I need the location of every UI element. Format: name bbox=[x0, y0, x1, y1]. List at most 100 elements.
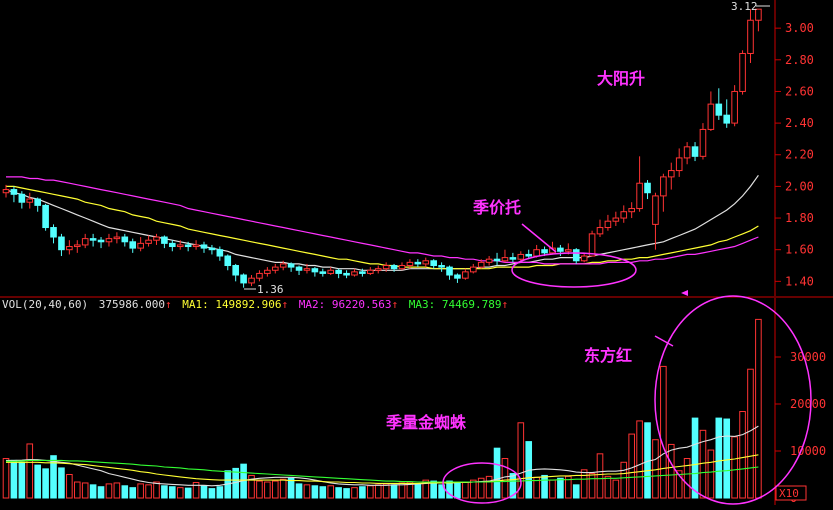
volume-bar bbox=[58, 467, 65, 499]
candle-body bbox=[73, 244, 81, 248]
volume-bar bbox=[97, 486, 105, 499]
candle bbox=[97, 237, 105, 249]
volume-bar bbox=[636, 420, 643, 499]
candle bbox=[557, 244, 564, 257]
candle bbox=[660, 173, 667, 212]
volume-bar bbox=[129, 487, 137, 499]
candle-body bbox=[343, 272, 350, 276]
candle bbox=[462, 268, 469, 280]
volume-bar bbox=[683, 458, 691, 499]
volume-ticks: 3000020000100000 bbox=[775, 350, 826, 505]
candle-body bbox=[493, 258, 501, 262]
candle bbox=[390, 263, 398, 272]
volume-bar bbox=[517, 422, 525, 499]
candle-body bbox=[105, 238, 113, 243]
candle bbox=[192, 240, 200, 250]
volume-value-arrow: ↑ bbox=[165, 298, 172, 311]
candle-body bbox=[557, 247, 564, 252]
candle bbox=[66, 240, 73, 255]
candle-body bbox=[224, 255, 232, 267]
volume-tick-label: 20000 bbox=[790, 397, 826, 411]
candle bbox=[715, 88, 723, 120]
candle bbox=[723, 99, 731, 128]
candle-body bbox=[422, 260, 430, 265]
candle bbox=[279, 260, 287, 271]
candle bbox=[169, 240, 176, 252]
candle-body bbox=[374, 268, 382, 271]
candle-body bbox=[216, 249, 224, 257]
candle-body bbox=[652, 195, 659, 225]
candle-body bbox=[588, 233, 596, 257]
volume-bar bbox=[327, 485, 335, 499]
volume-bar bbox=[42, 468, 49, 499]
volume-bar bbox=[248, 474, 255, 499]
volume-tick-label: 10000 bbox=[790, 444, 826, 458]
candle bbox=[644, 180, 651, 200]
candle-body bbox=[129, 241, 137, 249]
price-tick-label: 2.60 bbox=[785, 84, 814, 98]
candle bbox=[137, 237, 144, 252]
candle bbox=[351, 268, 358, 277]
volume-bar bbox=[73, 481, 81, 499]
price-ma-yellow bbox=[6, 185, 759, 270]
candle-body bbox=[628, 208, 635, 213]
candle bbox=[438, 262, 445, 272]
candle-body bbox=[533, 249, 540, 257]
volume-ma1-arrow: ↑ bbox=[282, 298, 289, 311]
price-tick-label: 1.40 bbox=[785, 274, 814, 288]
volume-bar bbox=[105, 483, 113, 499]
candle-body bbox=[351, 271, 358, 276]
volume-bar bbox=[462, 481, 469, 499]
candle bbox=[493, 252, 501, 266]
high-price-label: 3.12 bbox=[731, 0, 758, 13]
candle bbox=[81, 233, 89, 249]
candle-body bbox=[485, 258, 493, 263]
candle-body bbox=[176, 244, 184, 248]
candle bbox=[374, 265, 382, 274]
candle-body bbox=[319, 271, 327, 274]
volume-bar bbox=[113, 482, 121, 499]
annotation-volume-left-ellipse bbox=[442, 462, 522, 504]
candle bbox=[153, 233, 160, 245]
candle bbox=[707, 91, 715, 132]
candle-body bbox=[612, 217, 620, 222]
volume-bar bbox=[572, 484, 580, 499]
candle-body bbox=[232, 265, 239, 276]
candle-body bbox=[501, 257, 509, 262]
volume-panel: 3000020000100000 X10 东方红 季量金蜘蛛 bbox=[2, 295, 826, 510]
price-tick-label: 3.00 bbox=[785, 21, 814, 35]
candle bbox=[2, 184, 10, 198]
volume-bar bbox=[509, 473, 517, 499]
candle-body bbox=[97, 239, 105, 243]
volume-bar bbox=[343, 488, 350, 499]
candle bbox=[216, 246, 224, 261]
price-ticks: 3.00 2.80 2.60 2.40 2.20 2.00 1.80 1.60 1.40 bbox=[775, 21, 814, 288]
volume-bar bbox=[446, 480, 453, 499]
candle-body bbox=[359, 271, 366, 274]
volume-bar bbox=[557, 477, 564, 499]
volume-bar bbox=[541, 474, 548, 499]
volume-bar bbox=[652, 439, 659, 499]
candle bbox=[454, 273, 461, 283]
candle bbox=[343, 270, 350, 279]
candle-body bbox=[477, 261, 485, 268]
candle bbox=[636, 156, 643, 212]
volume-bar bbox=[26, 443, 34, 499]
candle bbox=[755, 8, 762, 32]
volume-bar bbox=[485, 475, 493, 499]
candle-body bbox=[264, 269, 271, 274]
candle bbox=[10, 186, 18, 203]
candle bbox=[367, 267, 374, 276]
candle-body bbox=[192, 244, 200, 248]
candle bbox=[232, 263, 239, 282]
candle bbox=[620, 205, 628, 223]
volume-bar bbox=[414, 483, 422, 499]
candle bbox=[50, 224, 57, 244]
candle bbox=[256, 270, 263, 282]
candle-body bbox=[303, 268, 311, 271]
candle bbox=[731, 85, 738, 127]
candle bbox=[335, 268, 342, 279]
candle bbox=[264, 267, 271, 277]
candle-body bbox=[240, 274, 247, 284]
candle-body bbox=[747, 19, 754, 54]
